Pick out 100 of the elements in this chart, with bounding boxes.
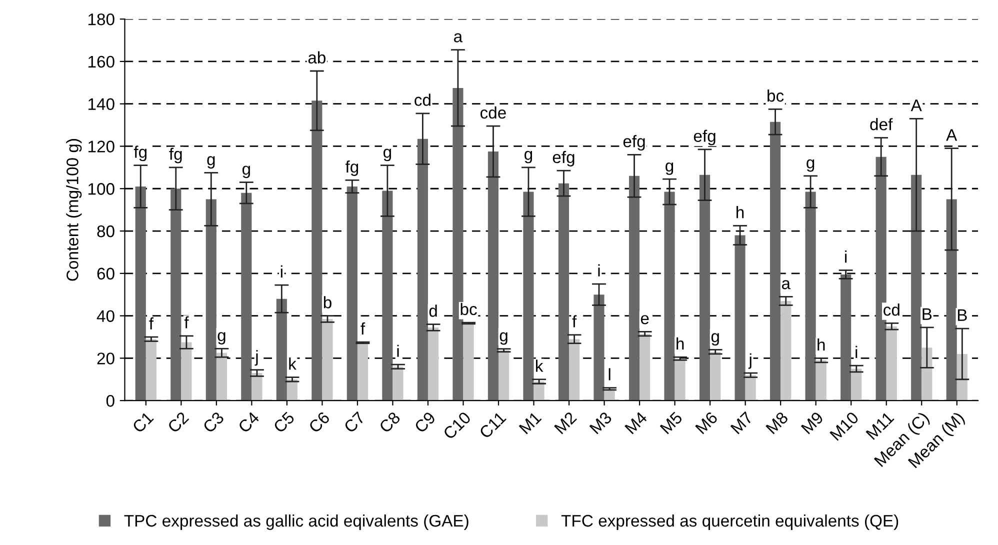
annotation: g	[218, 332, 226, 344]
bar	[346, 186, 358, 401]
bar	[322, 318, 333, 401]
bar	[699, 174, 710, 401]
x-tick-label: M4	[624, 411, 648, 434]
bar	[252, 373, 262, 401]
annotation: g	[207, 156, 215, 169]
bar	[816, 360, 826, 401]
annotation: B	[922, 308, 932, 320]
annotation: l	[608, 368, 610, 380]
annotation: fg	[169, 148, 182, 164]
y-tick-label: 160	[88, 56, 114, 68]
bar	[523, 192, 534, 401]
y-axis-title: Content (mg/100 g)	[66, 139, 82, 281]
bar	[241, 192, 252, 401]
annotation: h	[736, 206, 744, 218]
x-tick-label: C10	[442, 411, 472, 440]
bar	[498, 350, 510, 401]
bar	[181, 342, 192, 401]
annotation: A	[910, 100, 922, 112]
bar	[428, 327, 439, 401]
bar	[135, 186, 146, 401]
bar	[216, 352, 228, 401]
annotation: f	[360, 322, 366, 334]
annotation: g	[806, 159, 814, 172]
bar	[392, 366, 404, 401]
annotation: cde	[480, 106, 506, 119]
bar	[734, 235, 746, 401]
annotation: g	[524, 150, 532, 164]
x-tick-label: M7	[730, 411, 754, 434]
bar	[851, 368, 862, 401]
bar	[946, 199, 957, 401]
annotation: i	[397, 344, 399, 357]
y-tick-label: 60	[97, 268, 114, 280]
annotation: g	[711, 333, 719, 346]
annotation: f	[184, 316, 189, 328]
y-tick-label: 140	[88, 98, 114, 110]
annotation: b	[324, 296, 332, 308]
annotation: efg	[623, 135, 645, 151]
annotation: k	[536, 360, 544, 372]
bar	[146, 339, 156, 401]
y-tick-label: 20	[97, 352, 114, 364]
annotation: a	[454, 33, 463, 42]
x-tick-label: M9	[800, 411, 824, 434]
bar	[780, 300, 792, 401]
x-tick-label: M1	[518, 411, 542, 434]
annotation: i	[856, 346, 858, 358]
x-tick-label: C8	[378, 411, 401, 434]
annotation: f	[149, 317, 154, 330]
bar	[463, 323, 474, 401]
bar	[770, 122, 781, 401]
bar	[594, 294, 604, 401]
x-tick-label: C3	[202, 411, 225, 434]
bar	[664, 192, 675, 401]
annotation: bc	[460, 302, 477, 316]
x-tick-label: C1	[132, 411, 154, 434]
bar	[206, 199, 216, 401]
annotation: bc	[768, 89, 784, 102]
bar	[745, 375, 756, 401]
annotation: B	[958, 309, 967, 321]
y-tick-label: 180	[88, 13, 114, 26]
bar	[276, 298, 287, 401]
annotation: def	[870, 118, 893, 130]
annotation: k	[289, 358, 296, 370]
bar	[805, 192, 816, 401]
annotation: A	[946, 129, 958, 141]
annotation: cd	[884, 304, 900, 316]
annotation: g	[242, 166, 250, 178]
annotation: d	[429, 304, 437, 317]
legend-label: TFC expressed as quercetin equivalents (QE)	[561, 514, 898, 530]
bar	[286, 379, 298, 401]
x-tick-label: M6	[694, 411, 718, 434]
bar	[628, 176, 640, 401]
annotation: efg	[552, 150, 574, 166]
annotation: efg	[694, 130, 716, 146]
bar	[417, 138, 428, 401]
bar	[382, 190, 393, 401]
bar	[569, 339, 580, 401]
y-tick-label: 80	[97, 225, 114, 238]
y-tick-label: 0	[106, 394, 114, 407]
annotation: i	[845, 250, 847, 263]
bar	[357, 342, 368, 401]
annotation: fg	[134, 146, 146, 162]
y-tick-label: 100	[88, 183, 114, 195]
bar	[488, 152, 499, 401]
annotation: g	[384, 148, 391, 162]
y-tick-label: 40	[96, 310, 114, 322]
annotation: i	[280, 265, 282, 278]
x-tick-label: M5	[660, 411, 683, 434]
annotation: h	[676, 337, 684, 350]
x-tick-label: C9	[414, 411, 436, 434]
annotation: a	[782, 280, 791, 290]
annotation: ab	[308, 51, 326, 64]
bar	[674, 358, 686, 401]
annotation: cd	[414, 94, 430, 106]
bar	[710, 352, 721, 401]
annotation: j	[748, 353, 752, 369]
x-tick-label: C11	[478, 411, 507, 440]
x-tick-label: C4	[238, 410, 260, 434]
bar	[886, 326, 897, 401]
